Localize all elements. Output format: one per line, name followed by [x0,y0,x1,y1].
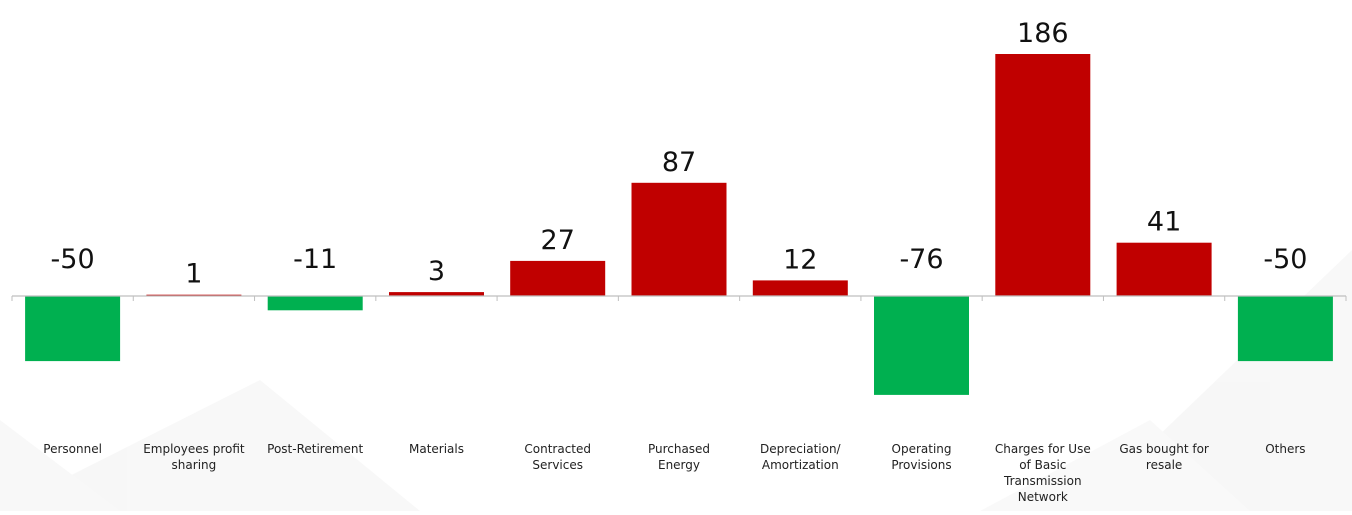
bar-gas-bought-for-resale [1116,242,1212,296]
data-label-purchased-energy: 87 [662,147,696,178]
data-label-contracted-services: 27 [541,225,575,256]
bar-depreciation-amortization [752,280,848,296]
category-label-employees-profit-sharing: Employees profit sharing [143,442,245,472]
data-label-materials: 3 [428,256,445,287]
category-label-charges-for-use-of-basic-transmission-network: Charges for Use of Basic Transmission Netwo… [995,442,1091,504]
bar-operating-provisions [874,296,969,395]
data-label-gas-bought-for-resale: 41 [1147,207,1181,238]
bar-others [1237,296,1333,362]
axis-layer [11,295,1347,301]
bar-post-retirement [267,296,363,311]
category-label-operating-provisions: Operating Provisions [891,442,951,472]
category-label-purchased-energy: Purchased Energy [648,442,710,472]
bar-materials [389,292,484,296]
data-label-charges-for-use-of-basic-transmission-network: 186 [1017,18,1069,49]
category-label-materials: Materials [409,442,464,456]
bar-personnel [25,296,121,362]
data-label-operating-provisions: -76 [899,244,943,275]
data-label-depreciation-amortization: 12 [783,244,817,275]
category-label-depreciation-amortization: Depreciation/Amortization [760,442,842,472]
data-label-employees-profit-sharing: 1 [185,259,202,290]
data-label-personnel: -50 [51,244,95,275]
data-label-others: -50 [1263,244,1307,275]
data-label-post-retirement: -11 [293,244,337,275]
category-label-contracted-services: Contracted Services [524,442,591,472]
category-label-personnel: Personnel [43,442,102,456]
bar-contracted-services [510,260,606,296]
bar-charges-for-use-of-basic-transmission-network [995,54,1091,296]
category-label-others: Others [1265,442,1305,456]
bar-purchased-energy [631,182,727,296]
background-decoration [0,250,1352,511]
category-label-post-retirement: Post-Retirement [267,442,363,456]
category-label-gas-bought-for-resale: Gas bought for resale [1119,442,1209,472]
bars-layer [25,54,1333,395]
value-labels-layer: -50 1 -11 3 27 87 12 -76 186 41 -50 [51,18,1308,290]
category-labels-layer: Personnel Employees profit sharing Post-Ret… [43,442,1305,504]
